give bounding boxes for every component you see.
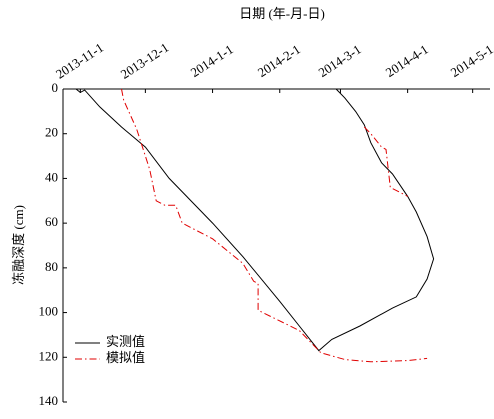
x-tick-label: 2014-1-1 <box>188 41 236 80</box>
x-tick-label: 2014-3-1 <box>316 41 364 80</box>
y-tick-label: 80 <box>45 259 58 274</box>
x-tick-label: 2013-11-1 <box>53 40 106 82</box>
legend-label: 实测值 <box>106 334 145 349</box>
x-tick-label: 2014-5-1 <box>448 41 494 80</box>
x-tick-label: 2014-4-1 <box>383 41 431 80</box>
y-tick-label: 0 <box>52 80 59 95</box>
y-tick-label: 140 <box>39 393 59 408</box>
y-tick-label: 60 <box>45 214 58 229</box>
y-tick-label: 100 <box>39 304 59 319</box>
x-axis-title: 日期 (年-月-日) <box>239 6 325 21</box>
series-line <box>75 88 435 352</box>
x-tick-label: 2013-12-1 <box>118 40 172 82</box>
y-tick-label: 40 <box>45 169 58 184</box>
series-line <box>121 88 428 363</box>
y-tick-label: 20 <box>45 125 58 140</box>
legend-label: 模拟值 <box>106 350 145 365</box>
y-tick-label: 120 <box>39 348 59 363</box>
x-tick-label: 2014-2-1 <box>255 41 303 80</box>
y-axis-title: 冻融深度 (cm) <box>11 205 26 285</box>
